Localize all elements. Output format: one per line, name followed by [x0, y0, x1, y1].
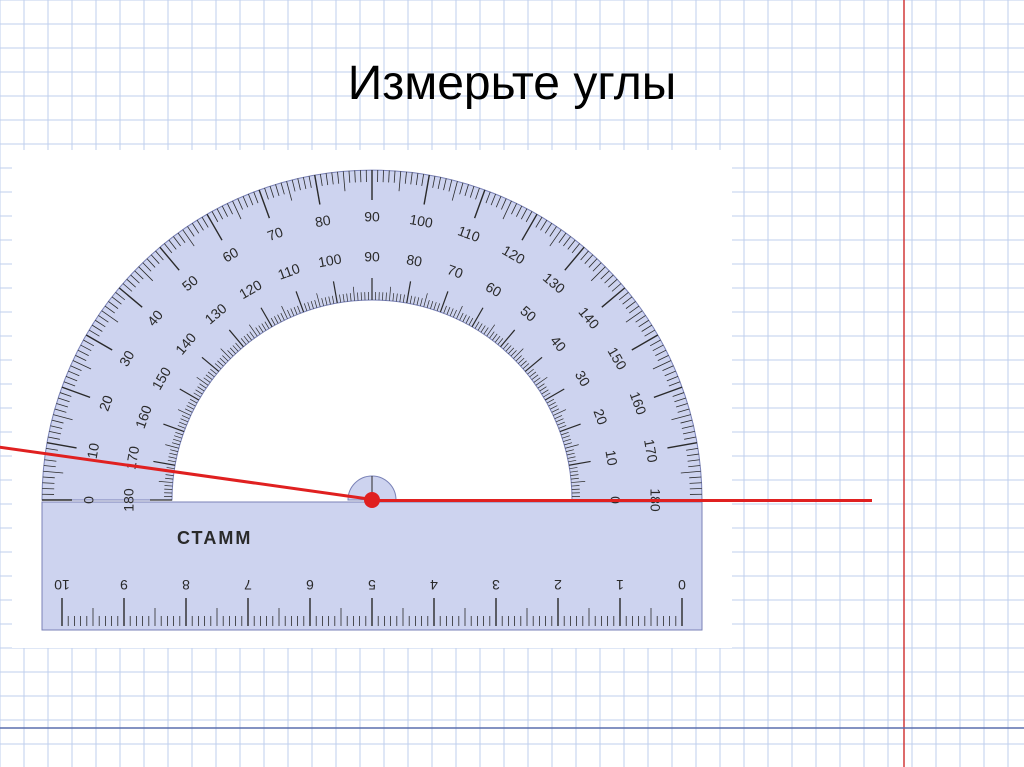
svg-text:0: 0: [81, 496, 97, 504]
svg-text:9: 9: [120, 577, 128, 593]
svg-text:6: 6: [306, 577, 314, 593]
svg-text:1: 1: [616, 577, 624, 593]
svg-text:5: 5: [368, 577, 376, 593]
stage: Измерьте углы 18001701016020150301404013…: [0, 0, 1024, 767]
svg-text:90: 90: [364, 249, 380, 265]
svg-text:7: 7: [244, 577, 252, 593]
svg-text:4: 4: [430, 577, 438, 593]
svg-text:0: 0: [678, 577, 686, 593]
svg-text:90: 90: [364, 209, 380, 225]
svg-text:180: 180: [121, 488, 137, 512]
angle-vertex-dot: [364, 492, 380, 508]
svg-text:80: 80: [405, 251, 423, 269]
svg-text:10: 10: [84, 442, 102, 460]
svg-text:10: 10: [54, 577, 70, 593]
svg-text:8: 8: [182, 577, 190, 593]
protractor: 1800170101602015030140401305012060110701…: [0, 0, 1024, 767]
svg-text:2: 2: [554, 577, 562, 593]
svg-text:СТАММ: СТАММ: [177, 528, 252, 548]
svg-text:10: 10: [602, 449, 620, 467]
svg-text:80: 80: [314, 212, 332, 230]
svg-text:3: 3: [492, 577, 500, 593]
